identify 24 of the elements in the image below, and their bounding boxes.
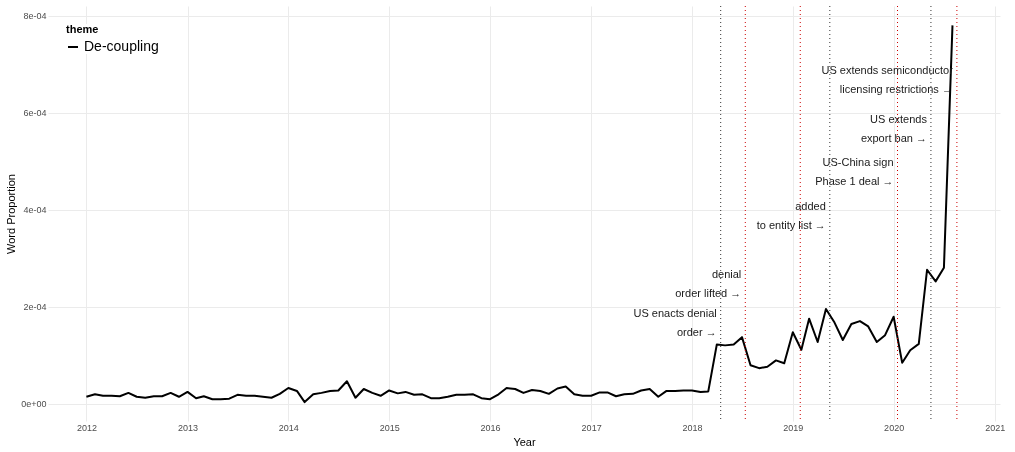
annotation: US-China sign Phase 1 deal → [815, 156, 894, 188]
x-tick-label: 2020 [884, 422, 905, 433]
x-tick-label: 2017 [581, 422, 602, 433]
y-tick-label: 4e-04 [23, 205, 47, 216]
annotation: US enacts denial order → [633, 306, 717, 338]
x-axis-title: Year [513, 435, 536, 448]
x-tick-label: 2019 [783, 422, 804, 433]
x-tick-label: 2015 [379, 422, 400, 433]
annotation: US extends export ban → [860, 112, 928, 144]
x-tick-label: 2013 [178, 422, 199, 433]
legend-label: De-coupling [84, 38, 159, 54]
x-tick-label: 2018 [682, 422, 703, 433]
y-tick-label: 6e-04 [23, 108, 47, 119]
x-tick-label: 2014 [278, 422, 299, 433]
y-tick-label: 8e-04 [23, 11, 47, 22]
y-tick-label: 2e-04 [23, 302, 47, 313]
x-tick-label: 2012 [76, 422, 97, 433]
y-axis-title: Word Proportion [5, 174, 18, 254]
legend-title: theme [66, 23, 99, 35]
annotation: denial order lifted → [675, 267, 742, 299]
x-tick-label: 2016 [480, 422, 501, 433]
y-tick-label: 0e+00 [21, 399, 47, 410]
annotation: added to entity list → [756, 200, 826, 232]
x-tick-label: 2021 [985, 422, 1006, 433]
